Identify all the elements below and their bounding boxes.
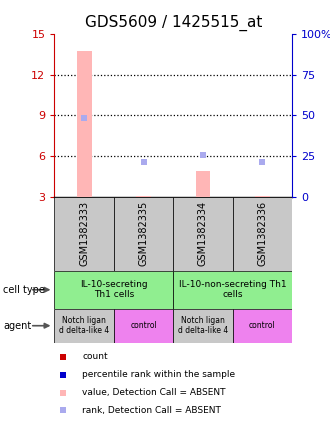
Bar <box>173 309 233 343</box>
Title: GDS5609 / 1425515_at: GDS5609 / 1425515_at <box>84 15 262 31</box>
Text: Notch ligan
d delta-like 4: Notch ligan d delta-like 4 <box>178 316 228 335</box>
Text: GSM1382336: GSM1382336 <box>257 201 267 266</box>
Text: agent: agent <box>3 321 32 331</box>
Bar <box>173 197 233 271</box>
Text: rank, Detection Call = ABSENT: rank, Detection Call = ABSENT <box>82 406 221 415</box>
Bar <box>233 309 292 343</box>
Text: Notch ligan
d delta-like 4: Notch ligan d delta-like 4 <box>59 316 109 335</box>
Text: IL-10-non-secreting Th1
cells: IL-10-non-secreting Th1 cells <box>179 280 286 299</box>
Text: control: control <box>249 321 276 330</box>
Text: GSM1382333: GSM1382333 <box>79 201 89 266</box>
Text: count: count <box>82 352 108 361</box>
Text: percentile rank within the sample: percentile rank within the sample <box>82 370 235 379</box>
Bar <box>54 309 114 343</box>
Bar <box>54 197 114 271</box>
Text: value, Detection Call = ABSENT: value, Detection Call = ABSENT <box>82 388 225 397</box>
Text: control: control <box>130 321 157 330</box>
Bar <box>114 309 173 343</box>
Bar <box>136 196 151 197</box>
Bar <box>196 171 211 197</box>
Bar <box>233 197 292 271</box>
Text: cell type: cell type <box>3 285 45 295</box>
Bar <box>77 52 92 197</box>
Bar <box>114 197 173 271</box>
Text: IL-10-secreting
Th1 cells: IL-10-secreting Th1 cells <box>80 280 148 299</box>
Text: GSM1382334: GSM1382334 <box>198 201 208 266</box>
Bar <box>54 271 173 309</box>
Bar <box>173 271 292 309</box>
Bar <box>255 196 270 197</box>
Text: GSM1382335: GSM1382335 <box>139 201 148 266</box>
